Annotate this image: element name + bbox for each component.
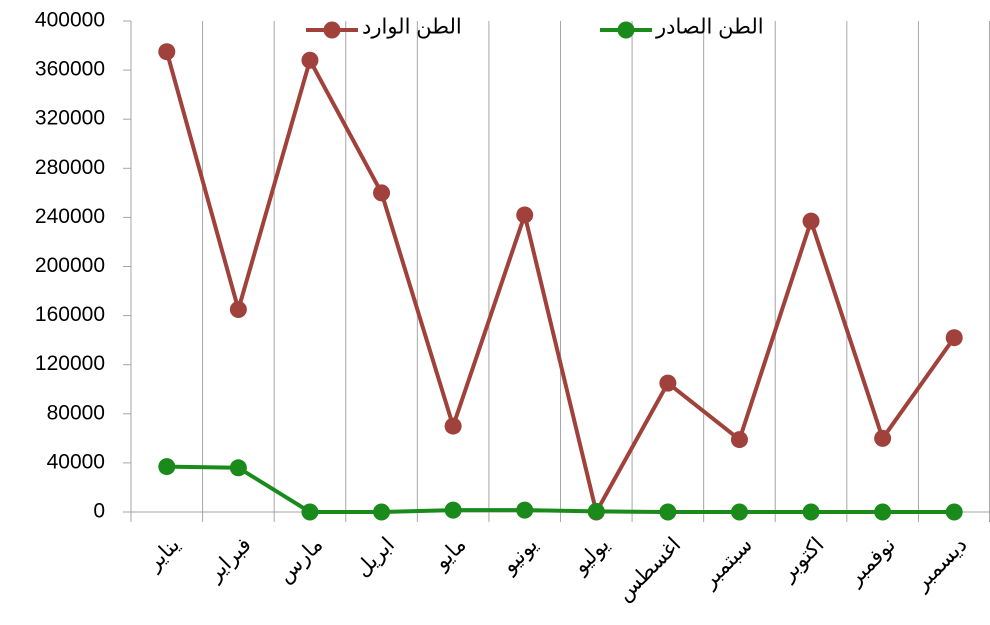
y-tick-label: 120000 bbox=[35, 352, 105, 375]
x-tick-label: ابريل bbox=[351, 533, 400, 582]
y-tick-label: 320000 bbox=[35, 107, 105, 130]
point bbox=[516, 206, 534, 224]
point bbox=[229, 459, 247, 477]
point bbox=[516, 501, 534, 519]
series-line bbox=[166, 464, 955, 514]
x-tick-label: مارس bbox=[273, 533, 328, 588]
y-tick-label: 360000 bbox=[35, 58, 105, 81]
x-tick-label: اكتوبر bbox=[776, 533, 829, 586]
y-tick-label: 0 bbox=[93, 500, 105, 523]
y-tick-label: 200000 bbox=[35, 254, 105, 277]
y-tick-label: 240000 bbox=[35, 205, 105, 228]
x-tick-label: يوليو bbox=[568, 533, 614, 579]
y-tick-label: 280000 bbox=[35, 156, 105, 179]
x-tick-label: يناير bbox=[142, 533, 185, 576]
point bbox=[444, 417, 462, 435]
point bbox=[301, 51, 319, 69]
point bbox=[158, 458, 176, 476]
point bbox=[802, 503, 820, 521]
x-tick-label: يونيو bbox=[497, 533, 543, 579]
point bbox=[945, 329, 963, 347]
y-tick-label: 160000 bbox=[35, 303, 105, 326]
point bbox=[730, 431, 748, 449]
x-tick-label: نوفمبر bbox=[843, 533, 901, 591]
legend-label: الطن الصادر bbox=[655, 16, 764, 40]
point bbox=[874, 429, 892, 447]
legend-marker bbox=[323, 21, 341, 39]
y-tick-label: 80000 bbox=[47, 401, 105, 424]
point bbox=[229, 300, 247, 318]
point bbox=[444, 501, 462, 519]
legend-marker bbox=[617, 21, 635, 39]
x-tick-label: سبتمبر bbox=[697, 533, 757, 593]
y-tick-label: 400000 bbox=[35, 9, 105, 32]
x-tick-label: مايو bbox=[429, 533, 471, 575]
point bbox=[802, 212, 820, 230]
point bbox=[301, 503, 319, 521]
point bbox=[730, 503, 748, 521]
x-tick-label: فبراير bbox=[203, 533, 257, 587]
point bbox=[945, 503, 963, 521]
y-tick-label: 40000 bbox=[47, 450, 105, 473]
point bbox=[373, 184, 391, 202]
x-tick-label: ديسمبر bbox=[909, 533, 972, 596]
legend-label: الطن الوارد bbox=[362, 16, 462, 40]
x-tick-label: اغسطس bbox=[613, 533, 686, 606]
point bbox=[373, 503, 391, 521]
point bbox=[874, 503, 892, 521]
series-line bbox=[164, 51, 956, 514]
point bbox=[587, 502, 605, 520]
point bbox=[659, 374, 677, 392]
point bbox=[158, 43, 176, 61]
point bbox=[659, 503, 677, 521]
